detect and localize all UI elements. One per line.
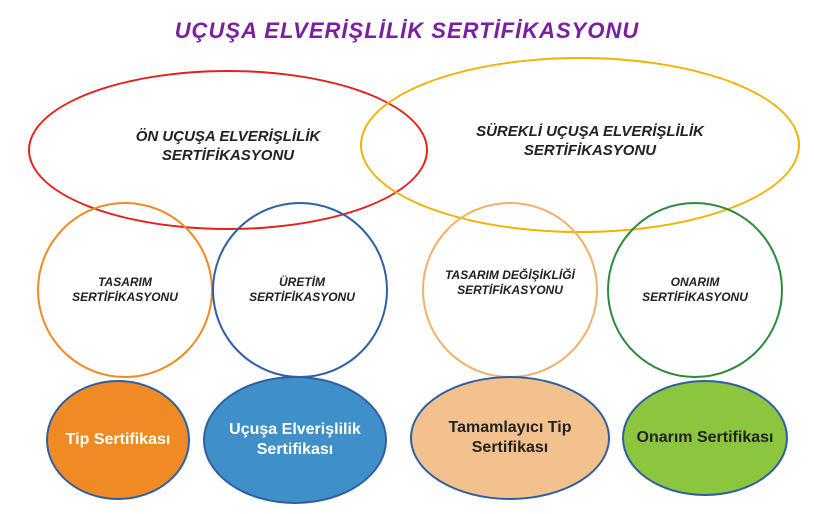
tasarim-degisikligi-label: TASARIM DEĞİŞİKLİĞİ SERTİFİKASYONU: [440, 268, 580, 298]
onarim-label: ONARIM SERTİFİKASYONU: [625, 275, 765, 305]
tip-sertifikasi-label: Tip Sertifikası: [58, 430, 179, 450]
on-ucusa-label: ÖN UÇUŞA ELVERİŞLİLİK SERTİFİKASYONU: [78, 128, 378, 166]
uretim-label: ÜRETİM SERTİFİKASYONU: [232, 275, 372, 305]
ucusa-elverislilik-label: Uçuşa Elverişlilik Sertifikası: [205, 420, 385, 460]
onarim-sertifikasi-ellipse: Onarım Sertifikası: [622, 380, 788, 496]
ucusa-elverislilik-ellipse: Uçuşa Elverişlilik Sertifikası: [203, 376, 387, 504]
onarim-sertifikasi-label: Onarım Sertifikası: [629, 428, 782, 448]
tamamlayici-tip-label: Tamamlayıcı Tip Sertifikası: [412, 418, 608, 458]
surekli-ucusa-label: SÜREKLİ UÇUŞA ELVERİŞLİLİK SERTİFİKASYON…: [440, 123, 740, 161]
tamamlayici-tip-ellipse: Tamamlayıcı Tip Sertifikası: [410, 376, 610, 500]
main-title: UÇUŞA ELVERİŞLİLİK SERTİFİKASYONU: [0, 18, 814, 44]
tip-sertifikasi-ellipse: Tip Sertifikası: [46, 380, 190, 500]
diagram-stage: UÇUŞA ELVERİŞLİLİK SERTİFİKASYONU ÖN UÇU…: [0, 0, 814, 514]
tasarim-label: TASARIM SERTİFİKASYONU: [55, 275, 195, 305]
